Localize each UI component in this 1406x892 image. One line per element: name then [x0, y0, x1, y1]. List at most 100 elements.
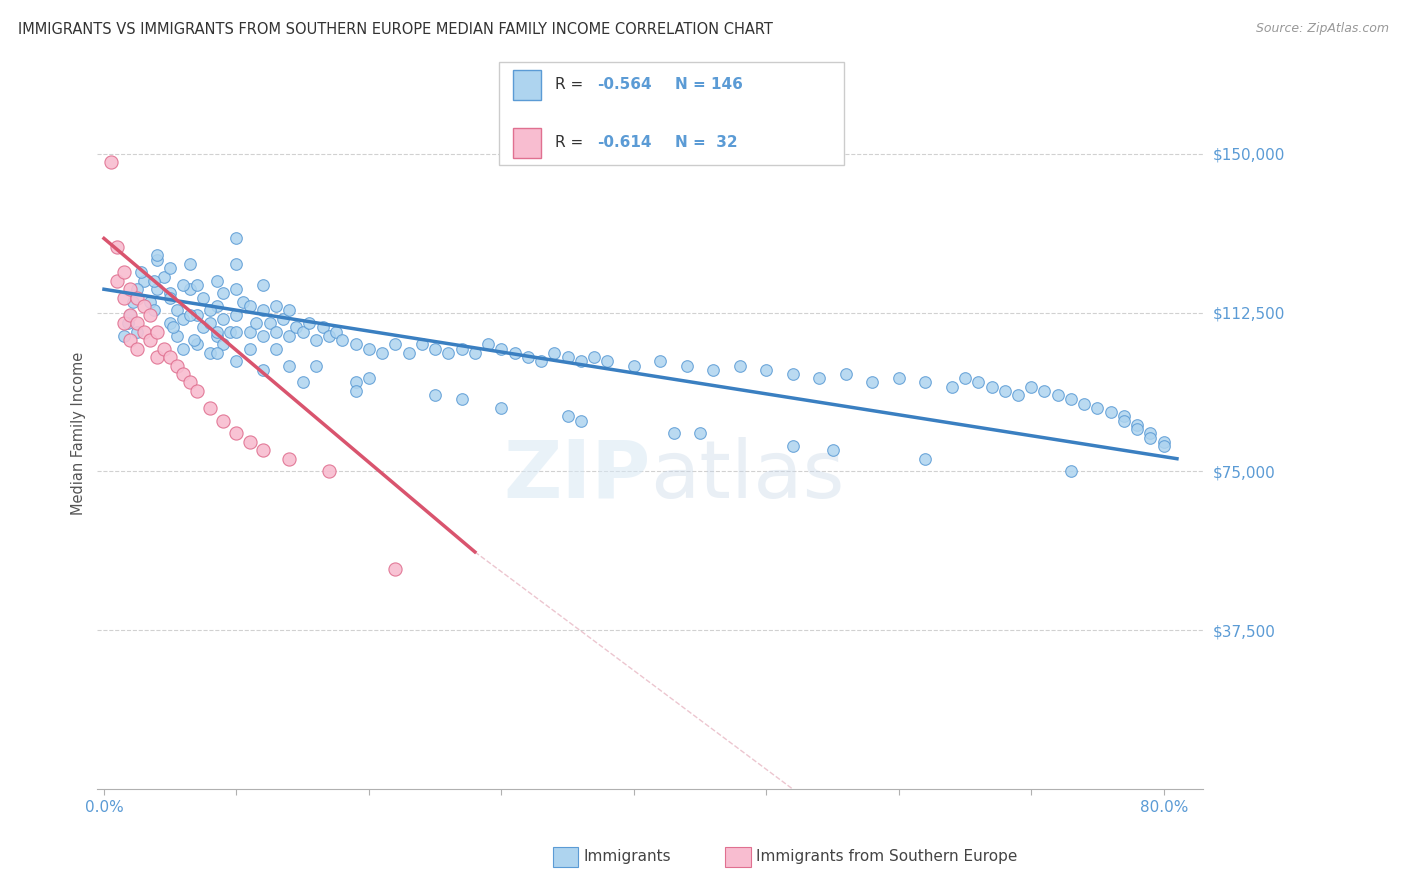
- Point: [193, 291, 215, 305]
- Point: [1046, 388, 1069, 402]
- Point: [1019, 380, 1042, 394]
- Point: [225, 325, 247, 339]
- Point: [305, 359, 328, 373]
- Point: [166, 359, 188, 373]
- Point: [464, 346, 486, 360]
- Point: [569, 414, 592, 428]
- Point: [477, 337, 499, 351]
- Point: [239, 325, 262, 339]
- Point: [516, 350, 538, 364]
- Point: [450, 392, 472, 407]
- Text: Immigrants: Immigrants: [583, 849, 671, 863]
- Point: [122, 295, 145, 310]
- Text: R =: R =: [555, 78, 589, 92]
- Point: [105, 274, 128, 288]
- Point: [127, 342, 149, 356]
- Point: [159, 291, 181, 305]
- Point: [569, 354, 592, 368]
- Point: [264, 342, 287, 356]
- Point: [305, 333, 328, 347]
- Point: [1060, 392, 1083, 407]
- Point: [1073, 397, 1095, 411]
- Point: [835, 367, 858, 381]
- Point: [1087, 401, 1109, 415]
- Point: [129, 265, 152, 279]
- Point: [755, 363, 778, 377]
- Point: [1126, 417, 1149, 432]
- Point: [332, 333, 354, 347]
- Point: [782, 367, 804, 381]
- Point: [179, 376, 201, 390]
- Point: [159, 261, 181, 276]
- Text: -0.564: -0.564: [598, 78, 652, 92]
- Point: [821, 443, 844, 458]
- Point: [232, 295, 254, 310]
- Point: [318, 329, 340, 343]
- Point: [264, 325, 287, 339]
- Point: [344, 337, 367, 351]
- Point: [596, 354, 619, 368]
- Point: [179, 282, 201, 296]
- Point: [728, 359, 751, 373]
- Point: [172, 342, 194, 356]
- Text: ZIP: ZIP: [503, 437, 651, 515]
- Point: [450, 342, 472, 356]
- Point: [914, 451, 936, 466]
- Point: [689, 426, 711, 441]
- Text: R =: R =: [555, 136, 589, 150]
- Point: [105, 240, 128, 254]
- Point: [252, 278, 274, 293]
- Point: [132, 299, 155, 313]
- Point: [152, 342, 174, 356]
- Point: [252, 303, 274, 318]
- Point: [1033, 384, 1056, 398]
- Point: [127, 316, 149, 330]
- Point: [994, 384, 1017, 398]
- Point: [1126, 422, 1149, 436]
- Point: [225, 426, 247, 441]
- Point: [132, 325, 155, 339]
- Point: [325, 325, 347, 339]
- Point: [139, 308, 162, 322]
- Point: [198, 316, 221, 330]
- Point: [259, 316, 281, 330]
- Point: [371, 346, 394, 360]
- Point: [139, 333, 162, 347]
- Point: [159, 350, 181, 364]
- Point: [311, 320, 333, 334]
- Point: [159, 286, 181, 301]
- Point: [120, 308, 142, 322]
- Point: [212, 337, 235, 351]
- Point: [291, 325, 314, 339]
- Point: [782, 439, 804, 453]
- Text: Source: ZipAtlas.com: Source: ZipAtlas.com: [1256, 22, 1389, 36]
- Point: [264, 299, 287, 313]
- Point: [159, 316, 181, 330]
- Point: [112, 265, 135, 279]
- Point: [437, 346, 460, 360]
- Point: [662, 426, 685, 441]
- Point: [143, 274, 166, 288]
- Point: [120, 308, 142, 322]
- Point: [212, 414, 235, 428]
- Point: [112, 316, 135, 330]
- Point: [344, 376, 367, 390]
- Point: [1139, 426, 1161, 441]
- Point: [623, 359, 645, 373]
- Point: [172, 312, 194, 326]
- Y-axis label: Median Family Income: Median Family Income: [72, 351, 86, 515]
- Point: [186, 337, 208, 351]
- Point: [183, 333, 205, 347]
- Point: [172, 367, 194, 381]
- Point: [198, 346, 221, 360]
- Text: atlas: atlas: [651, 437, 845, 515]
- Point: [146, 252, 169, 267]
- Point: [239, 342, 262, 356]
- Point: [1153, 439, 1175, 453]
- Text: IMMIGRANTS VS IMMIGRANTS FROM SOUTHERN EUROPE MEDIAN FAMILY INCOME CORRELATION C: IMMIGRANTS VS IMMIGRANTS FROM SOUTHERN E…: [18, 22, 773, 37]
- Point: [205, 346, 228, 360]
- Point: [318, 464, 340, 478]
- Point: [860, 376, 883, 390]
- Text: -0.614: -0.614: [598, 136, 652, 150]
- Point: [1153, 434, 1175, 449]
